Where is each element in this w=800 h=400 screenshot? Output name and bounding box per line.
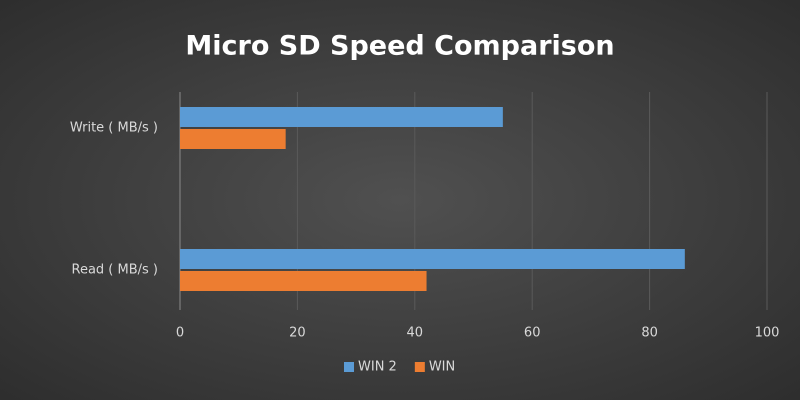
- x-tick-label: 20: [289, 326, 306, 341]
- x-tick-label: 80: [641, 326, 658, 341]
- bar: [180, 107, 503, 127]
- y-tick-label: Write ( MB/s ): [70, 121, 158, 136]
- bar: [180, 271, 427, 291]
- legend-swatch: [344, 362, 354, 372]
- legend-label: WIN 2: [358, 360, 397, 375]
- legend-swatch: [414, 362, 425, 372]
- x-tick-label: 0: [176, 326, 184, 341]
- legend-label: WIN: [429, 360, 455, 375]
- x-tick-label: 100: [755, 326, 780, 341]
- bar: [180, 129, 286, 149]
- bar: [180, 249, 685, 269]
- y-tick-label: Read ( MB/s ): [72, 263, 159, 278]
- chart-title: Micro SD Speed Comparison: [185, 31, 614, 62]
- x-tick-label: 40: [407, 326, 424, 341]
- x-tick-label: 60: [524, 326, 541, 341]
